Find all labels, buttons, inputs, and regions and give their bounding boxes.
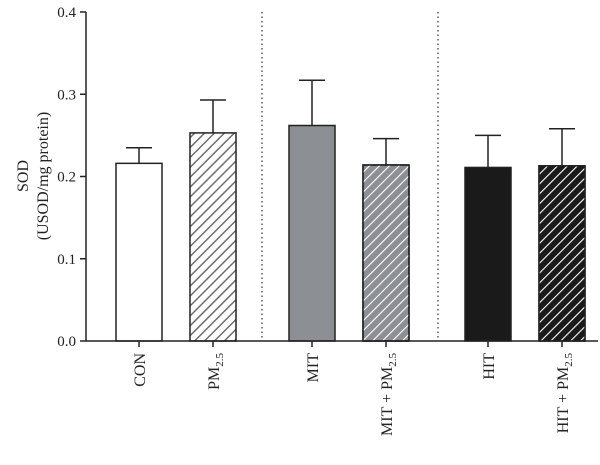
bar: [288, 124, 336, 342]
x-tick-label: MIT: [305, 353, 322, 383]
error-bars: [126, 79, 575, 168]
bar: [464, 166, 512, 342]
x-tick-label-subscript: 2.5: [563, 353, 575, 367]
y-tick-label: 0.4: [57, 5, 76, 21]
y-axis-title: SOD (USOD/mg protein): [15, 112, 52, 240]
y-axis: 0.0 0.1 0.2 0.3 0.4: [57, 5, 87, 350]
x-tick-label-text: HIT + PM: [555, 367, 572, 434]
group-separators: [261, 12, 439, 341]
x-tick-label-text: MIT: [305, 353, 322, 383]
bar: [189, 132, 237, 342]
x-tick-label: CON: [132, 353, 149, 387]
x-tick-label: PM2.5: [206, 353, 226, 390]
bar-hatch: [538, 165, 586, 342]
y-axis-title-line1: SOD: [15, 160, 32, 192]
x-tick-label-text: CON: [132, 353, 149, 387]
y-tick-label: 0.3: [57, 87, 76, 103]
x-tick-label-subscript: 2.5: [387, 353, 399, 367]
y-tick-label: 0.1: [57, 252, 76, 268]
x-tick-label: HIT: [481, 353, 498, 380]
y-tick-label: 0.2: [57, 170, 76, 186]
bar: [115, 162, 163, 342]
x-tick-label-text: HIT: [481, 353, 498, 380]
x-tick-label-text: MIT + PM: [379, 367, 396, 436]
x-tick-label: MIT + PM2.5: [379, 353, 399, 436]
x-tick-label-subscript: 2.5: [214, 353, 226, 367]
x-tick-label-text: PM: [206, 367, 223, 390]
x-tick-label: HIT + PM2.5: [555, 353, 575, 434]
bars: [115, 124, 586, 342]
y-tick-label: 0.0: [57, 334, 76, 350]
y-axis-title-line2: (USOD/mg protein): [35, 112, 52, 240]
bar-hatch: [362, 164, 410, 342]
